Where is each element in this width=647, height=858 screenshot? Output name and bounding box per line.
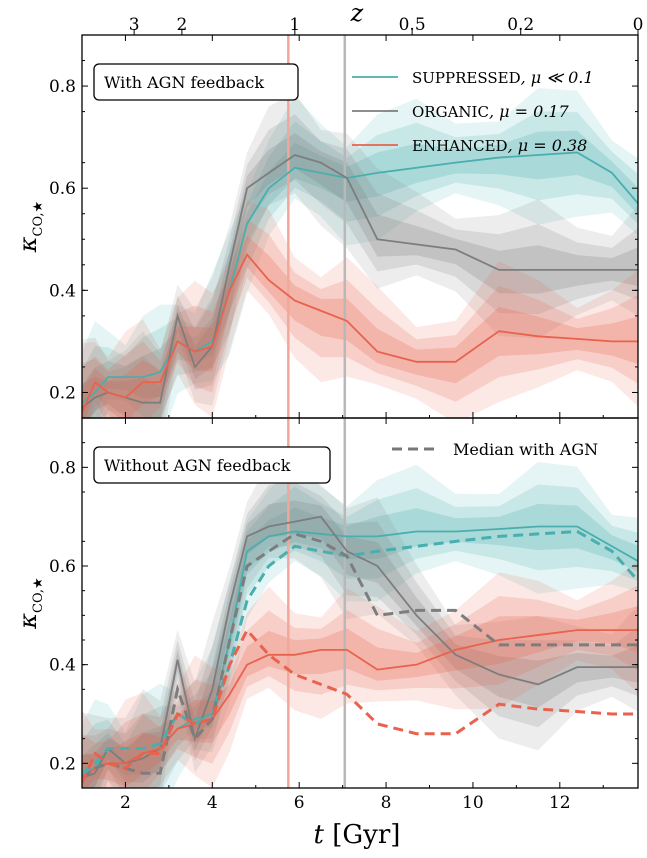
y-tick-label: 0.2 (49, 754, 76, 774)
top-tick-label: 2 (176, 15, 187, 35)
median-line-suppressed (82, 151, 638, 404)
y-tick-label: 0.6 (49, 557, 76, 577)
y-axis-label: κCO,★ (14, 201, 46, 253)
x-axis-label-symbol: t (314, 820, 333, 850)
panel-label: With AGN feedback (104, 73, 264, 92)
y-tick-label: 0.4 (49, 656, 76, 676)
x-tick-label: 6 (294, 793, 305, 813)
y-tick-label: 0.6 (49, 179, 76, 199)
band-enhanced-0 (82, 200, 638, 418)
band-suppressed-0 (82, 88, 638, 418)
top-tick-label: 0.5 (399, 15, 426, 35)
plot-area (82, 418, 638, 788)
y-axis-label-symbol: κ (14, 613, 42, 630)
top-tick-label: 3 (129, 15, 140, 35)
top-axis-label: z (350, 0, 364, 27)
panel-label-box (93, 63, 299, 101)
legend-entry-name: ENHANCED (412, 137, 508, 155)
legend-entry-name: SUPPRESSED (412, 69, 521, 87)
panel-label: Without AGN feedback (104, 456, 291, 475)
y-axis-label: κCO,★ (14, 577, 46, 629)
band-organic-1 (82, 482, 638, 788)
y-tick-label: 0.8 (49, 458, 76, 478)
y-axis-label-subscript: CO,★ (31, 201, 46, 237)
band-enhanced-1 (82, 585, 638, 788)
band-enhanced-0 (82, 561, 638, 788)
top-tick-label: 0 (633, 15, 644, 35)
band-enhanced-2 (82, 235, 638, 418)
band-enhanced-2 (82, 606, 638, 788)
legend-entry-median-with-agn: Median with AGN (453, 440, 598, 459)
x-axis-label: t [Gyr] (314, 820, 401, 850)
band-organic-0 (82, 92, 638, 418)
band-suppressed-2 (82, 130, 638, 418)
panel-1: 0.2 0.4 0.6 0.8 κCO,★ With AGN feedback (14, 34, 639, 419)
y-axis-label-subscript: CO,★ (31, 577, 46, 613)
median-line-organic (82, 154, 638, 409)
x-axis-label-unit: [Gyr] (332, 820, 400, 850)
y-tick-label: 0.4 (49, 281, 76, 301)
legend-entry-mu: , μ = 0.38 (508, 136, 588, 155)
band-organic-2 (82, 133, 638, 418)
x-tick-label: 10 (462, 793, 484, 813)
median-line-enhanced (82, 252, 638, 414)
x-tick-label: 2 (120, 793, 131, 813)
reference-line-suppressed (82, 529, 638, 775)
legend-entry-mu: , μ ≪ 0.1 (521, 68, 594, 87)
y-tick-label: 0.8 (49, 77, 76, 97)
y-tick-label: 0.2 (49, 383, 76, 403)
panel-label-box (93, 446, 331, 484)
legend-entry: ORGANIC, μ = 0.17 (412, 102, 570, 121)
x-tick-label: 8 (381, 793, 392, 813)
legend-entry: ENHANCED, μ = 0.38 (412, 136, 587, 155)
panel-2: 0.2 0.4 0.6 0.8 κCO,★ Without AGN feedback (14, 417, 639, 789)
legend-entry-mu: , μ = 0.17 (489, 102, 570, 121)
y-axis-label-symbol: κ (14, 236, 42, 253)
reference-line-enhanced (82, 627, 638, 784)
panel-frame (81, 417, 639, 789)
top-tick-label: 0.2 (507, 15, 534, 35)
x-tick-label: 12 (549, 793, 571, 813)
top-tick-label: 1 (289, 15, 300, 35)
band-enhanced-1 (82, 219, 638, 418)
band-organic-1 (82, 114, 638, 418)
legend-entry-name: ORGANIC (412, 103, 489, 121)
legend-entry: SUPPRESSED, μ ≪ 0.1 (412, 68, 594, 87)
band-suppressed-1 (82, 111, 638, 418)
x-tick-label: 4 (207, 793, 218, 813)
plot-area (82, 35, 638, 418)
